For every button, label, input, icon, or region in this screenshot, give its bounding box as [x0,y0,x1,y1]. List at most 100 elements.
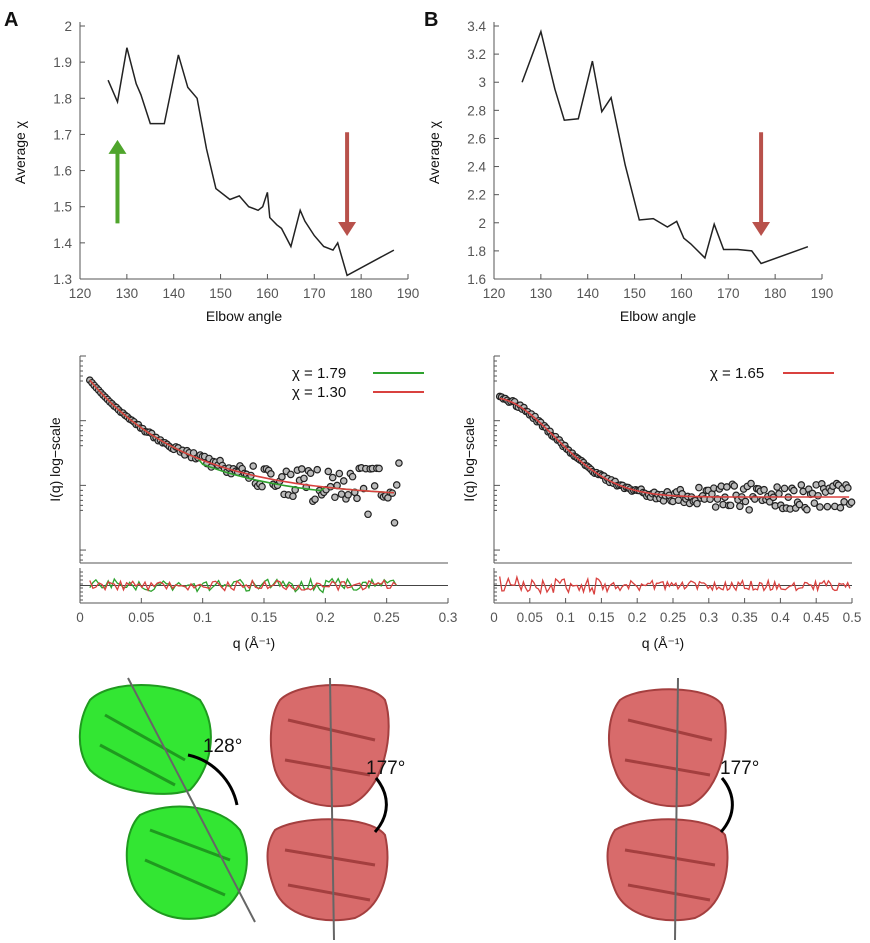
data-point [747,479,755,488]
y-tick-label: 2 [64,19,72,34]
x-tick-label: 0 [490,610,498,625]
y-axis-label: Average χ [12,120,28,184]
data-point [736,502,744,511]
data-point [306,469,315,477]
data-point [695,483,703,492]
angle-label-177-b: 177° [720,758,759,779]
data-point [267,470,275,478]
y-tick-label: 1.8 [467,244,486,259]
data-point [773,483,781,491]
data-point [816,503,824,511]
y-tick-label: 1.6 [53,164,72,179]
x-tick-label: 0.3 [439,610,458,625]
x-tick-label: 120 [69,286,92,301]
y-tick-label: 2.8 [467,103,486,118]
angle-label-177-a: 177° [366,758,405,779]
data-point [760,485,768,494]
data-point [335,469,344,478]
data-point [289,492,297,501]
x-axis-label: Elbow angle [620,308,696,324]
data-point [278,473,286,481]
x-tick-label: 0.35 [731,610,757,625]
angle-arc-128 [187,753,239,806]
chi-vs-angle-chart-b: 120 130 140 150 160 170 180 190 1.6 1.8 2 2.2 2.4 2.6… [426,19,833,324]
data-point [258,482,266,491]
x-tick-label: 0.1 [193,610,212,625]
x-tick-label: 140 [162,286,185,301]
panel-label-b: B [424,9,438,31]
data-point [693,499,701,508]
x-tick-label: 0.05 [128,610,154,625]
legend-label-green: χ = 1.79 [292,365,346,382]
data-point [390,518,399,527]
data-point [844,484,852,492]
legend-a: χ = 1.79 χ = 1.30 [292,365,424,401]
data-line [521,29,809,265]
data-point [823,502,832,511]
data-point [392,481,401,489]
data-point [324,467,333,476]
x-tick-label: 120 [483,286,506,301]
x-tick-label: 150 [209,286,232,301]
y-tick-label: 3.2 [467,47,486,62]
y-tick-label: 3.4 [467,19,486,34]
fit-curve-red [89,379,395,494]
y-axis-label: Average χ [426,120,442,184]
legend-b: χ = 1.65 [710,365,834,382]
y-tick-label: 1.9 [53,55,72,70]
panel-label-a: A [4,9,18,31]
x-tick-label: 0.2 [628,610,647,625]
x-tick-label: 0.3 [699,610,718,625]
y-tick-label: 3 [478,75,486,90]
chi-vs-angle-chart-a: 120 130 140 150 160 170 180 190 1.3 1.4 1.5 1.6 1.7 1… [12,19,419,324]
x-tick-label: 160 [670,286,693,301]
data-point [836,503,845,512]
data-point [328,473,337,482]
x-tick-label: 0.15 [251,610,277,625]
x-tick-label: 140 [576,286,599,301]
y-tick-label: 1.8 [53,91,72,106]
data-point [364,510,372,519]
x-tick-label: 0.05 [517,610,543,625]
data-point [353,494,361,503]
data-point [790,486,798,495]
y-tick-label: 2 [478,216,486,231]
x-tick-label: 0.1 [556,610,575,625]
data-point [313,465,322,474]
data-point [300,474,308,483]
data-point [286,470,295,479]
y-tick-label: 1.5 [53,200,72,215]
data-point [339,477,348,485]
legend-label-red-b: χ = 1.65 [710,365,764,382]
x-tick-label: 190 [397,286,420,301]
data-point [775,489,783,498]
data-point [847,498,856,507]
legend-label-red: χ = 1.30 [292,384,346,401]
arrowhead-down [338,221,357,236]
arrowhead-up [108,139,127,154]
y-tick-label: 2.4 [467,160,486,175]
x-tick-label: 170 [303,286,326,301]
y-axis-label: I(q) log−scale [461,417,477,502]
data-point [344,490,352,499]
data-point [331,493,339,502]
data-point [297,465,306,473]
y-axis-label: I(q) log−scale [47,417,63,502]
x-tick-label: 180 [350,286,373,301]
x-tick-label: 150 [623,286,646,301]
data-point [780,484,789,493]
x-axis-label: q (Å⁻¹) [642,635,684,651]
fit-curve-red [499,397,850,498]
residual-red [499,574,851,595]
data-point [730,482,739,490]
saxs-fit-chart-b: 0 0.05 0.1 0.15 0.2 0.25 0.3 0.35 0.4 0.45 0.5 q (Å… [461,355,862,651]
y-tick-label: 1.7 [53,127,72,142]
structure-green-128: 128° [78,677,256,923]
x-tick-label: 0.2 [316,610,335,625]
x-tick-label: 0.5 [843,610,862,625]
x-tick-label: 0.25 [374,610,400,625]
x-tick-label: 180 [764,286,787,301]
data-point [375,464,383,473]
data-point [726,501,735,510]
